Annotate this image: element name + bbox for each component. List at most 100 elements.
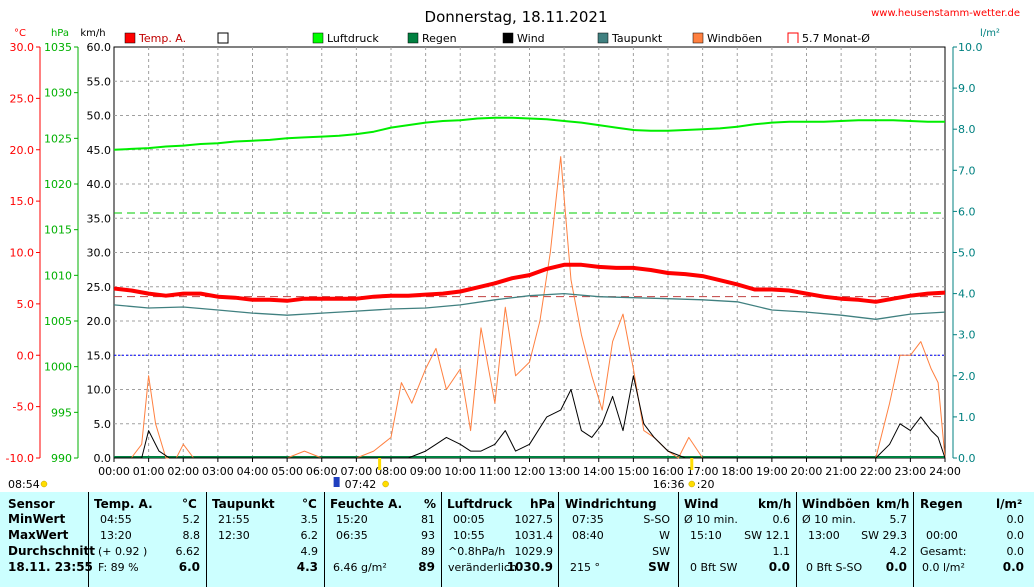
website-label: www.heusenstamm-wetter.de [871, 8, 1020, 19]
temp-avg-delta: (+ 0.92 ) [98, 545, 148, 558]
pressure-tick-label: 1015 [44, 224, 72, 237]
temp-min-time: 04:55 [100, 513, 132, 526]
dew-max-val: 6.2 [300, 529, 319, 542]
x-tick-label: 08:00 [375, 465, 407, 478]
temp-tick-label: 15.0 [10, 195, 35, 208]
gust-min-label: Ø 10 min. [802, 513, 856, 526]
legend-label: Luftdruck [327, 32, 379, 45]
summary-table [0, 492, 1034, 587]
series-line-luftdruck [113, 116, 945, 151]
temp-tick-label: 30.0 [10, 41, 35, 54]
dew-min-time: 21:55 [218, 513, 250, 526]
legend-swatch [124, 32, 136, 44]
dew-avg-val: 4.9 [300, 545, 319, 558]
extra-time-label-right: :20 [697, 478, 715, 491]
gust-header: Windböen [802, 497, 870, 511]
temp-tick-label: 25.0 [10, 92, 35, 105]
temp-tick-label: 5.0 [17, 298, 35, 311]
pressure-tick-label: 990 [51, 452, 72, 465]
rain-tick-label: 6.0 [958, 205, 976, 218]
rain-tick-label: 2.0 [958, 370, 976, 383]
winddir-header: Windrichtung [565, 497, 657, 511]
winddir-current: SW [648, 560, 670, 574]
rain-tick-label: 9.0 [958, 82, 976, 95]
wind-max-val: SW 12.1 [744, 529, 790, 542]
legend-label: Windböen [707, 32, 762, 45]
sunrise-label: 07:42 [345, 478, 377, 491]
temp-max-val: 8.8 [182, 529, 201, 542]
pressure-min-val: 1027.5 [514, 513, 554, 526]
temp-tick-label: 20.0 [10, 144, 35, 157]
sunrise-sun-icon [382, 480, 389, 488]
humidity-min-time: 15:20 [336, 513, 368, 526]
rain-avg-val: 0.0 [1006, 513, 1025, 526]
gust-current: 0.0 [885, 560, 907, 574]
temp-tick-label: 10.0 [10, 247, 35, 260]
wind-min-val: 0.6 [772, 513, 791, 526]
row-label-min: MinWert [8, 512, 66, 526]
winddir-max-val: W [659, 529, 670, 542]
rain-axis-unit: l/m² [980, 28, 1000, 39]
dew-current: 4.3 [296, 560, 318, 574]
pressure-tick-label: 1010 [44, 269, 72, 282]
row-label-date: 18.11. 23:55 [8, 560, 93, 574]
wind-current: 0.0 [768, 560, 790, 574]
wind-tick-label: 15.0 [87, 349, 112, 362]
humidity-current: 89 [418, 560, 435, 574]
winddir-current-label: 215 ° [570, 561, 600, 574]
col-separator [796, 492, 797, 587]
col-separator [324, 492, 325, 587]
humidity-max-time: 06:35 [336, 529, 368, 542]
temp-current: 6.0 [178, 560, 200, 574]
pressure-tick-label: 1025 [44, 132, 72, 145]
sunset-label: 16:36 [653, 478, 685, 491]
humidity-unit: % [424, 497, 437, 511]
humidity-header: Feuchte A. [330, 497, 403, 511]
col-separator [441, 492, 442, 587]
x-tick-label: 00:00 [98, 465, 130, 478]
rain-min-val: 0.0 [1006, 529, 1025, 542]
legend-label: Taupunkt [611, 32, 663, 45]
rain-unit: l/m² [996, 497, 1023, 511]
sun-icon [40, 480, 48, 488]
rain-header: Regen [920, 497, 963, 511]
col-separator [913, 492, 914, 587]
dew-unit: °C [302, 497, 317, 511]
pressure-current-label: veränderlich [448, 561, 517, 574]
pressure-tick-label: 1030 [44, 87, 72, 100]
x-tick-label: 19:00 [756, 465, 788, 478]
x-tick-label: 21:00 [825, 465, 857, 478]
x-tick-label: 18:00 [721, 465, 753, 478]
wind-max-time: 15:10 [690, 529, 722, 542]
x-tick-label: 23:00 [895, 465, 927, 478]
x-tick-label: 15:00 [618, 465, 650, 478]
x-tick-label: 03:00 [202, 465, 234, 478]
winddir-min-time: 07:35 [572, 513, 604, 526]
wind-tick-label: 0.0 [94, 452, 112, 465]
x-tick-label: 02:00 [167, 465, 199, 478]
temp-tick-label: 0.0 [17, 349, 35, 362]
rain-tick-label: 5.0 [958, 247, 976, 260]
wind-avg-val: 1.1 [772, 545, 791, 558]
rain-tick-label: 1.0 [958, 411, 976, 424]
winddir-avg-val: SW [652, 545, 670, 558]
rain-min-time: 00:00 [926, 529, 958, 542]
legend-swatch [312, 32, 324, 44]
gust-max-val: SW 29.3 [861, 529, 907, 542]
press-axis-unit: hPa [51, 28, 69, 39]
sensor-header: Sensor [8, 497, 55, 511]
wind-tick-label: 40.0 [87, 178, 112, 191]
wind-tick-label: 45.0 [87, 144, 112, 157]
temp-avg-val: 6.62 [175, 545, 201, 558]
gust-current-label: 0 Bft S-SO [806, 561, 863, 574]
gust-unit: km/h [876, 497, 910, 511]
legend-swatch [217, 32, 229, 44]
x-tick-label: 12:00 [514, 465, 546, 478]
gust-min-val: 5.7 [889, 513, 908, 526]
legend-swatch [787, 32, 799, 43]
pressure-min-time: 00:05 [453, 513, 485, 526]
wind-header: Wind [684, 497, 719, 511]
series-line-taupunkt [113, 292, 946, 320]
gust-avg-val: 4.2 [889, 545, 908, 558]
axes-layer: 00:00 01:00 02:00 03:00 04:00 05:00 06:00 07:00… [6, 41, 983, 478]
